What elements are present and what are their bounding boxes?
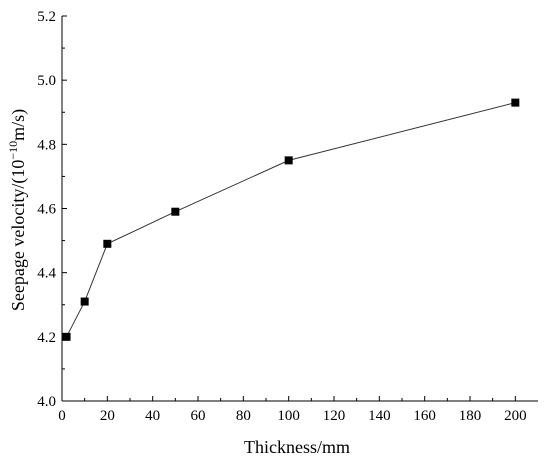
data-point <box>103 239 112 248</box>
y-tick-label: 4.6 <box>37 202 56 218</box>
x-tick-label: 20 <box>100 408 115 424</box>
x-tick-label: 140 <box>368 408 391 424</box>
y-tick-label: 4.4 <box>37 266 56 282</box>
x-tick-label: 120 <box>323 408 346 424</box>
data-point <box>284 156 293 165</box>
y-tick-label: 4.0 <box>37 394 56 410</box>
x-tick-label: 0 <box>58 408 66 424</box>
x-tick-label: 60 <box>191 408 206 424</box>
data-point <box>511 98 520 107</box>
y-tick-label: 5.2 <box>37 9 56 25</box>
x-tick-label: 180 <box>459 408 482 424</box>
x-tick-label: 160 <box>413 408 436 424</box>
series <box>62 98 520 341</box>
x-axis-ticks: 0 20 40 60 80 100 120 140 160 180 200 <box>58 396 527 424</box>
data-point <box>62 332 71 341</box>
series-line <box>66 102 516 338</box>
y-axis-ticks: 4.0 4.2 4.4 4.6 4.8 5.0 5.2 <box>37 9 67 410</box>
x-tick-label: 200 <box>504 408 527 424</box>
y-tick-label: 4.2 <box>37 330 56 346</box>
x-axis-title: Thickness/mm <box>244 437 350 457</box>
y-axis-title-exponent: −10 <box>6 141 20 160</box>
x-tick-label: 100 <box>277 408 300 424</box>
data-point <box>80 297 89 306</box>
x-tick-label: 40 <box>145 408 160 424</box>
y-tick-label: 5.0 <box>37 73 56 89</box>
x-tick-label: 80 <box>236 408 251 424</box>
y-axis-title-prefix: Seepage velocity/(10 <box>8 160 29 311</box>
y-axis-title: Seepage velocity/(10−10m/s) <box>6 109 29 311</box>
data-point <box>171 207 180 216</box>
y-axis-title-suffix: m/s) <box>8 109 29 141</box>
axes <box>61 16 538 402</box>
y-tick-label: 4.8 <box>37 137 56 153</box>
